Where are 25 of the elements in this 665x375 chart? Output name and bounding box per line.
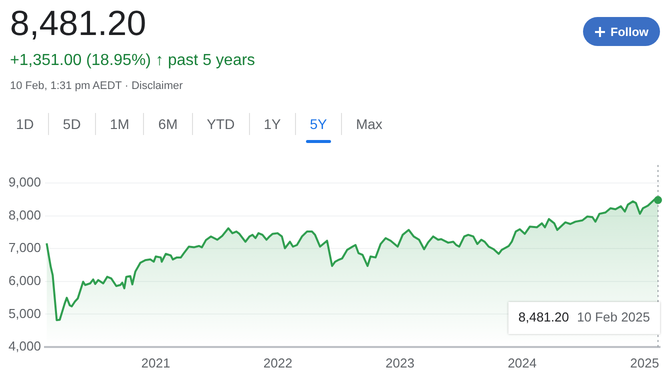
x-tick-label: 2023	[386, 355, 414, 370]
text: 10 Feb, 1:31 pm AEDT · Disclaimer	[10, 80, 183, 92]
annotation: 10 Feb 2025	[576, 310, 650, 325]
chart-subtitle: +1,351.00 (18.95%) ↑ past 5 years	[10, 52, 256, 70]
text: YTD	[206, 115, 236, 134]
text: 5D	[62, 115, 82, 134]
y-tick-label: 9,000	[8, 174, 41, 190]
y-tick-label: 8,000	[8, 207, 41, 222]
x-tick-label: 2022	[263, 355, 292, 370]
text: 5Y	[296, 112, 341, 136]
x-tick-label: 2024	[508, 355, 537, 370]
text: 1D	[15, 115, 35, 134]
text: 1M	[108, 115, 130, 134]
x-tick-label: 2021	[141, 355, 170, 370]
text: 8,481.20	[10, 4, 146, 44]
y-tick-label: 7,000	[8, 240, 41, 256]
text: 1Y	[262, 115, 282, 134]
y-tick-label: 6,000	[8, 272, 41, 288]
text: Max	[354, 115, 384, 134]
text: Follow	[610, 24, 648, 38]
y-tick-label: 5,000	[8, 306, 41, 321]
text: 8,481.20	[518, 310, 569, 325]
y-tick-label: 4,000	[8, 338, 41, 354]
x-tick-label: 2025	[630, 355, 660, 370]
text: 6M	[157, 115, 179, 134]
